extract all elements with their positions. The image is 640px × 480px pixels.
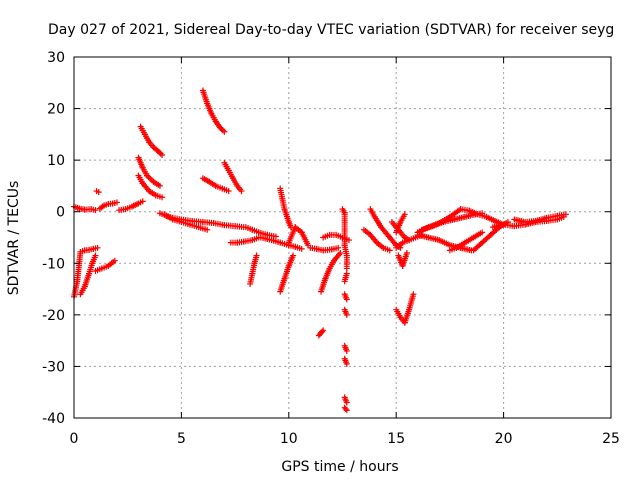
data-point-plus — [343, 296, 350, 303]
data-point-plus — [92, 207, 99, 214]
data-point-plus — [290, 252, 297, 259]
x-tick-label: 20 — [495, 431, 513, 447]
x-tick-label: 15 — [387, 431, 405, 447]
data-point-plus — [319, 328, 326, 335]
data-point-plus — [298, 245, 305, 252]
data-point-plus — [92, 252, 99, 259]
data-point-plus — [479, 229, 486, 236]
data-point-plus — [343, 407, 350, 414]
data-point-plus — [410, 291, 417, 298]
data-point-plus — [403, 249, 410, 256]
data-point-plus — [238, 188, 245, 195]
x-tick-label: 0 — [70, 431, 79, 447]
y-tick-label: 10 — [47, 153, 65, 169]
data-point-plus — [343, 399, 350, 406]
data-point-plus — [401, 211, 408, 218]
data-point-plus — [343, 265, 350, 272]
data-point-plus — [320, 327, 327, 334]
data-point-plus — [219, 127, 226, 134]
data-points — [71, 87, 569, 414]
data-point-plus — [342, 405, 349, 412]
y-tick-label: -30 — [42, 359, 65, 375]
data-point-plus — [337, 249, 344, 256]
data-point-plus — [225, 188, 232, 195]
data-point-plus — [343, 270, 350, 277]
data-point-plus — [386, 247, 393, 254]
y-tick-label: -20 — [42, 308, 65, 324]
data-point-plus — [204, 226, 211, 233]
data-point-plus — [113, 199, 120, 206]
y-tick-label: 20 — [47, 102, 65, 118]
y-tick-label: -40 — [42, 411, 65, 427]
y-axis-title: SDTVAR / TECUs — [6, 181, 22, 296]
chart-title: Day 027 of 2021, Sidereal Day-to-day VTE… — [48, 22, 614, 38]
x-axis-title: GPS time / hours — [281, 459, 398, 475]
y-tick-label: 30 — [47, 50, 65, 66]
grid-lines — [74, 57, 611, 418]
data-point-plus — [253, 252, 260, 259]
data-point-plus — [95, 189, 102, 196]
data-point-plus — [156, 182, 163, 189]
data-point-plus — [111, 257, 118, 264]
data-point-plus — [159, 194, 166, 201]
data-point-plus — [562, 211, 569, 218]
data-point-plus — [335, 244, 342, 251]
x-tick-label: 25 — [602, 431, 620, 447]
data-point-plus — [157, 150, 164, 157]
axis-ticks — [73, 56, 612, 419]
data-point-plus — [94, 244, 101, 251]
y-tick-label: 0 — [56, 205, 65, 221]
x-tick-labels: 0 5 10 15 20 25 — [70, 431, 620, 447]
data-point-plus — [343, 311, 350, 318]
y-tick-labels: 30 20 10 0 -10 -20 -30 -40 — [42, 50, 65, 427]
data-point-plus — [139, 198, 146, 205]
y-tick-label: -10 — [42, 256, 65, 272]
data-point-plus — [159, 151, 166, 158]
x-tick-label: 10 — [280, 431, 298, 447]
x-tick-label: 5 — [177, 431, 186, 447]
data-point-plus — [343, 360, 350, 367]
data-point-plus — [345, 237, 352, 244]
data-point-plus — [221, 128, 228, 135]
plot-frame — [73, 56, 612, 419]
data-point-plus — [343, 347, 350, 354]
